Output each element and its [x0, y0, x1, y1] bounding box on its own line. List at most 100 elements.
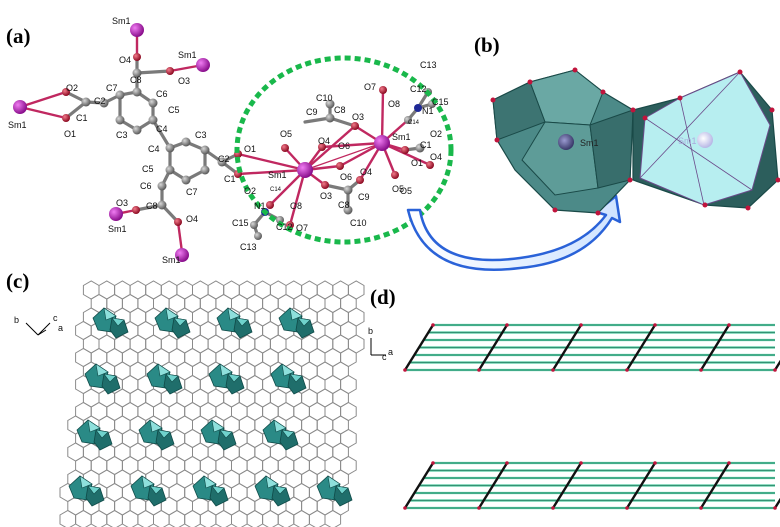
- hex-linker: [262, 509, 279, 527]
- label-o6-center: O6: [340, 172, 352, 182]
- nitrogen-atom-right: [414, 104, 422, 112]
- label-c1-left: C1: [76, 113, 88, 123]
- label-o5-upper: O5: [280, 129, 292, 139]
- label-c13-right: C13: [420, 60, 437, 70]
- metal-cluster: [316, 475, 353, 507]
- sm-atom-dark: [558, 134, 574, 150]
- label-o5-right: O5: [400, 186, 412, 196]
- label-o3-top: O3: [178, 76, 190, 86]
- label-c10-center: C10: [350, 218, 367, 228]
- panel-c-network: b c a: [14, 280, 365, 527]
- metal-cluster: [68, 475, 105, 507]
- metal-cluster: [262, 419, 299, 451]
- metal-cluster: [130, 475, 167, 507]
- layer-pillar: [625, 462, 657, 509]
- label-o1-mid: O1: [244, 144, 256, 154]
- hex-linker: [168, 509, 186, 527]
- label-o1-right: O1: [411, 158, 423, 168]
- label-c4-top: C4: [156, 124, 168, 134]
- label-c8-mid: C8: [146, 201, 158, 211]
- label-o4-mid: O4: [186, 214, 198, 224]
- hex-linker: [90, 509, 108, 527]
- label-o7-left: O7: [296, 223, 308, 233]
- carbon-atoms: [81, 68, 436, 240]
- label-o8-left: O8: [290, 201, 302, 211]
- hex-linker: [293, 509, 310, 527]
- label-sm-bottom-left: Sm1: [108, 224, 127, 234]
- label-c1-mid: C1: [224, 174, 236, 184]
- hex-linker: [215, 509, 232, 527]
- label-c8-upper: C8: [334, 105, 346, 115]
- label-c12-right: C12: [410, 84, 427, 94]
- label-c8-center: C8: [338, 200, 350, 210]
- axis-label-a-c: a: [58, 323, 63, 333]
- label-c3-top: C3: [116, 130, 128, 140]
- samarium-atoms: [13, 23, 390, 262]
- label-n1-left: N1: [254, 201, 266, 211]
- label-c10-upper: C10: [316, 93, 333, 103]
- layer-pillar: [773, 497, 780, 509]
- label-c15-right: C15: [432, 97, 449, 107]
- axis-label-a-d: a: [388, 347, 393, 357]
- label-c7-top: C7: [106, 83, 118, 93]
- metal-cluster: [154, 307, 191, 339]
- panel-d-layers: b c a: [368, 323, 780, 510]
- label-o3-upper: O3: [352, 112, 364, 122]
- metal-cluster: [254, 475, 291, 507]
- axis-label-b-d: b: [368, 326, 373, 336]
- metal-cluster: [192, 475, 229, 507]
- metal-cluster: [270, 363, 307, 395]
- metal-cluster: [138, 419, 175, 451]
- label-c4-mid: C4: [148, 144, 160, 154]
- label-sm-center-left: Sm1: [268, 170, 287, 180]
- layer-pillar: [625, 324, 657, 371]
- hex-linker: [59, 509, 77, 527]
- layer-pillar: [403, 462, 435, 509]
- layer-pillar: [551, 462, 583, 509]
- label-sm-top-right: Sm1: [178, 50, 197, 60]
- label-o1-left: O1: [64, 129, 76, 139]
- layer-pillar: [477, 324, 509, 371]
- layer-pillar: [699, 324, 731, 371]
- metal-cluster: [278, 307, 315, 339]
- label-sm-center-right: Sm1: [392, 132, 411, 142]
- axis-indicator-c: b c a: [14, 313, 63, 336]
- axis-label-c-c: c: [53, 313, 58, 323]
- hex-linker: [137, 509, 154, 527]
- dotted-highlight-ellipse: [234, 55, 454, 245]
- oxygen-atoms: [62, 53, 434, 229]
- panel-a-structure: Sm1 Sm1 Sm1 Sm1 Sm1 Sm1 Sm1 O4 C8 O3 C7 …: [8, 16, 454, 265]
- label-c9-upper: C9: [306, 107, 318, 117]
- hex-linker: [75, 509, 92, 527]
- label-o4-right: O4: [430, 152, 442, 162]
- label-c13-left: C13: [240, 242, 257, 252]
- panel-label-b: (b): [474, 33, 500, 57]
- panel-b-polyhedra: Sm1 Sm1: [490, 67, 780, 216]
- label-o4-upper: O4: [318, 136, 330, 146]
- label-c6-mid: C6: [140, 181, 152, 191]
- label-sm-left: Sm1: [8, 120, 27, 130]
- layer-pillar: [403, 324, 435, 371]
- hex-linker: [184, 509, 201, 527]
- sm-atom-light: [697, 132, 713, 148]
- label-c12-left: C12: [276, 222, 293, 232]
- label-c5-top: C5: [168, 105, 180, 115]
- label-c14-left: C14: [270, 187, 282, 193]
- label-o6-upper: O6: [338, 141, 350, 151]
- label-c14-right: C14: [408, 120, 420, 126]
- label-c3-mid: C3: [195, 130, 207, 140]
- layer-pillar: [551, 324, 583, 371]
- label-o4-center: O4: [360, 167, 372, 177]
- layer-pillar: [477, 462, 509, 509]
- label-o3-mid: O3: [116, 198, 128, 208]
- layer-slab: [403, 461, 780, 510]
- label-o8-right: O8: [388, 99, 400, 109]
- hex-linker: [121, 509, 139, 527]
- label-o2-mid: O2: [244, 186, 256, 196]
- metal-cluster: [92, 307, 129, 339]
- panel-label-a: (a): [6, 24, 31, 48]
- label-c8-top: C8: [130, 75, 142, 85]
- label-sm-b-left: Sm1: [580, 138, 599, 148]
- label-sm-top: Sm1: [112, 16, 131, 26]
